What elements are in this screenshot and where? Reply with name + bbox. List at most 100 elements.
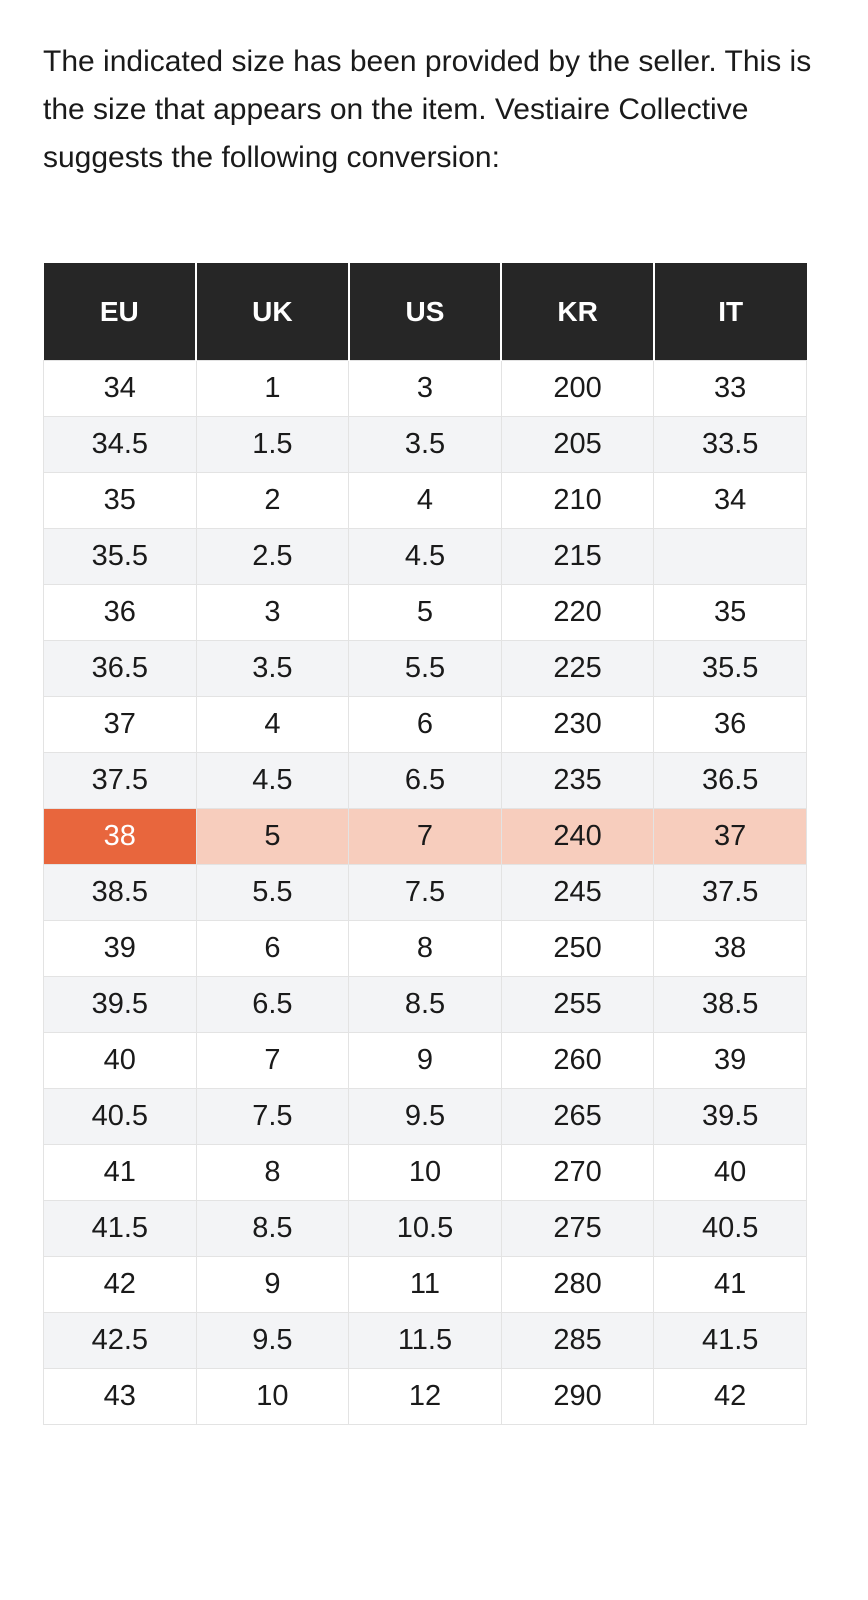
table-cell: 10.5 xyxy=(348,1200,502,1257)
table-row: 41 8 10 270 40 xyxy=(43,1144,807,1201)
table-cell: 39 xyxy=(653,1032,807,1089)
table-cell: 39 xyxy=(43,920,197,977)
table-cell: 42 xyxy=(43,1256,197,1313)
table-cell: 6.5 xyxy=(195,976,350,1033)
table-row: 38.5 5.5 7.5 245 37.5 xyxy=(43,864,807,921)
table-cell: 37.5 xyxy=(653,864,807,921)
table-cell: 4 xyxy=(348,472,502,529)
table-cell: 5.5 xyxy=(195,864,350,921)
table-header: EU UK US KR IT xyxy=(43,263,807,361)
table-row: 42 9 11 280 41 xyxy=(43,1256,807,1313)
table-cell: 41 xyxy=(43,1144,197,1201)
table-row: 43 10 12 290 42 xyxy=(43,1368,807,1425)
table-cell: 255 xyxy=(500,976,655,1033)
table-cell: 2.5 xyxy=(195,528,350,585)
table-cell: 36 xyxy=(653,696,807,753)
table-cell: 41.5 xyxy=(43,1200,197,1257)
table-row: 34.5 1.5 3.5 205 33.5 xyxy=(43,416,807,473)
column-header: UK xyxy=(195,263,350,361)
table-cell: 7 xyxy=(195,1032,350,1089)
table-cell: 4.5 xyxy=(195,752,350,809)
table-cell: 7.5 xyxy=(348,864,502,921)
table-row: 39.5 6.5 8.5 255 38.5 xyxy=(43,976,807,1033)
table-cell: 9.5 xyxy=(348,1088,502,1145)
table-cell: 36 xyxy=(43,584,197,641)
table-cell: 40.5 xyxy=(43,1088,197,1145)
column-header: EU xyxy=(43,263,198,361)
table-cell: 6 xyxy=(195,920,350,977)
table-cell: 34 xyxy=(43,360,197,417)
table-body: 34 1 3 200 33 34.5 1.5 3.5 205 33.5 35 2 4 210 34 35.5 2… xyxy=(43,360,807,1425)
table-cell: 39.5 xyxy=(43,976,197,1033)
table-row: 40 7 9 260 39 xyxy=(43,1032,807,1089)
table-cell: 230 xyxy=(500,696,655,753)
column-header: KR xyxy=(500,263,655,361)
table-cell: 11 xyxy=(348,1256,502,1313)
table-cell: 39.5 xyxy=(653,1088,807,1145)
table-cell: 285 xyxy=(500,1312,655,1369)
table-cell: 4.5 xyxy=(348,528,502,585)
table-cell: 7.5 xyxy=(195,1088,350,1145)
table-cell: 2 xyxy=(195,472,350,529)
table-cell: 8.5 xyxy=(348,976,502,1033)
table-cell: 38 xyxy=(43,808,197,865)
table-cell: 43 xyxy=(43,1368,197,1425)
table-cell: 42.5 xyxy=(43,1312,197,1369)
header-row: EU UK US KR IT xyxy=(43,263,807,361)
table-cell: 38.5 xyxy=(43,864,197,921)
table-row: 41.5 8.5 10.5 275 40.5 xyxy=(43,1200,807,1257)
table-cell: 3 xyxy=(348,360,502,417)
table-cell: 215 xyxy=(500,528,655,585)
table-row: 35.5 2.5 4.5 215 xyxy=(43,528,807,585)
table-cell: 3.5 xyxy=(195,640,350,697)
table-cell: 41 xyxy=(653,1256,807,1313)
table-cell: 40 xyxy=(43,1032,197,1089)
table-cell: 275 xyxy=(500,1200,655,1257)
table-cell: 280 xyxy=(500,1256,655,1313)
table-row: 40.5 7.5 9.5 265 39.5 xyxy=(43,1088,807,1145)
table-cell: 265 xyxy=(500,1088,655,1145)
table-cell: 35.5 xyxy=(43,528,197,585)
table-cell: 40.5 xyxy=(653,1200,807,1257)
table-cell: 34 xyxy=(653,472,807,529)
table-cell: 9 xyxy=(348,1032,502,1089)
table-cell: 33 xyxy=(653,360,807,417)
table-cell: 38 xyxy=(653,920,807,977)
table-cell: 9 xyxy=(195,1256,350,1313)
table-cell: 36.5 xyxy=(653,752,807,809)
table-cell: 35 xyxy=(653,584,807,641)
table-cell: 270 xyxy=(500,1144,655,1201)
table-cell: 8 xyxy=(348,920,502,977)
table-row: 37 4 6 230 36 xyxy=(43,696,807,753)
table-row: 37.5 4.5 6.5 235 36.5 xyxy=(43,752,807,809)
table-cell: 8.5 xyxy=(195,1200,350,1257)
table-cell: 41.5 xyxy=(653,1312,807,1369)
table-cell: 38.5 xyxy=(653,976,807,1033)
table-row: 36.5 3.5 5.5 225 35.5 xyxy=(43,640,807,697)
table-cell: 42 xyxy=(653,1368,807,1425)
table-cell: 245 xyxy=(500,864,655,921)
table-cell: 205 xyxy=(500,416,655,473)
table-cell: 5 xyxy=(195,808,350,865)
table-cell: 3 xyxy=(195,584,350,641)
table-cell: 240 xyxy=(500,808,655,865)
table-cell xyxy=(653,528,807,585)
table-row: 34 1 3 200 33 xyxy=(43,360,807,417)
table-cell: 34.5 xyxy=(43,416,197,473)
table-cell: 35.5 xyxy=(653,640,807,697)
table-row: 35 2 4 210 34 xyxy=(43,472,807,529)
table-cell: 220 xyxy=(500,584,655,641)
table-cell: 6.5 xyxy=(348,752,502,809)
size-table: EU UK US KR IT 34 1 3 200 33 34.5 1.5 3.5 205 33.5 35 2… xyxy=(43,263,807,1425)
table-cell: 36.5 xyxy=(43,640,197,697)
table-cell: 40 xyxy=(653,1144,807,1201)
table-cell: 290 xyxy=(500,1368,655,1425)
table-cell: 3.5 xyxy=(348,416,502,473)
table-cell: 35 xyxy=(43,472,197,529)
table-cell: 260 xyxy=(500,1032,655,1089)
column-header: US xyxy=(347,263,503,361)
table-cell: 210 xyxy=(500,472,655,529)
table-cell: 11.5 xyxy=(348,1312,502,1369)
table-cell: 8 xyxy=(195,1144,350,1201)
